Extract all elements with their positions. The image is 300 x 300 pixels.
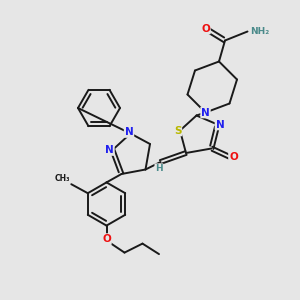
Text: N: N [124, 127, 134, 137]
Text: CH₃: CH₃ [54, 174, 70, 183]
Text: S: S [174, 125, 181, 136]
Text: O: O [201, 23, 210, 34]
Text: O: O [102, 234, 111, 244]
Text: NH₂: NH₂ [250, 27, 270, 36]
Text: N: N [201, 107, 210, 118]
Text: N: N [215, 119, 224, 130]
Text: N: N [105, 145, 114, 155]
Text: O: O [229, 152, 238, 163]
Text: H: H [155, 164, 163, 173]
